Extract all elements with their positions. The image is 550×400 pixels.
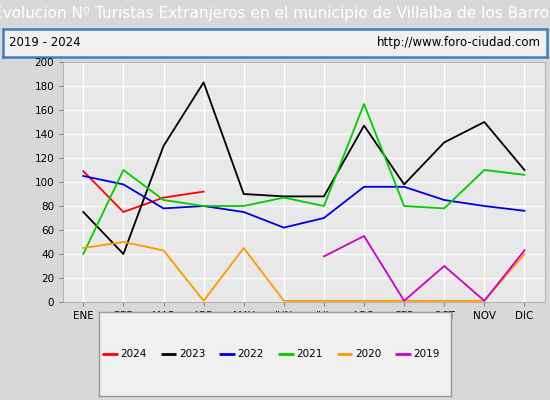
Text: 2021: 2021 — [296, 349, 322, 359]
Text: Evolucion Nº Turistas Extranjeros en el municipio de Villalba de los Barros: Evolucion Nº Turistas Extranjeros en el … — [0, 6, 550, 21]
Text: 2019: 2019 — [414, 349, 440, 359]
Text: http://www.foro-ciudad.com: http://www.foro-ciudad.com — [377, 36, 541, 49]
Text: 2023: 2023 — [179, 349, 205, 359]
Text: 2024: 2024 — [120, 349, 146, 359]
Text: 2019 - 2024: 2019 - 2024 — [9, 36, 81, 49]
Text: 2022: 2022 — [238, 349, 264, 359]
Text: 2020: 2020 — [355, 349, 381, 359]
